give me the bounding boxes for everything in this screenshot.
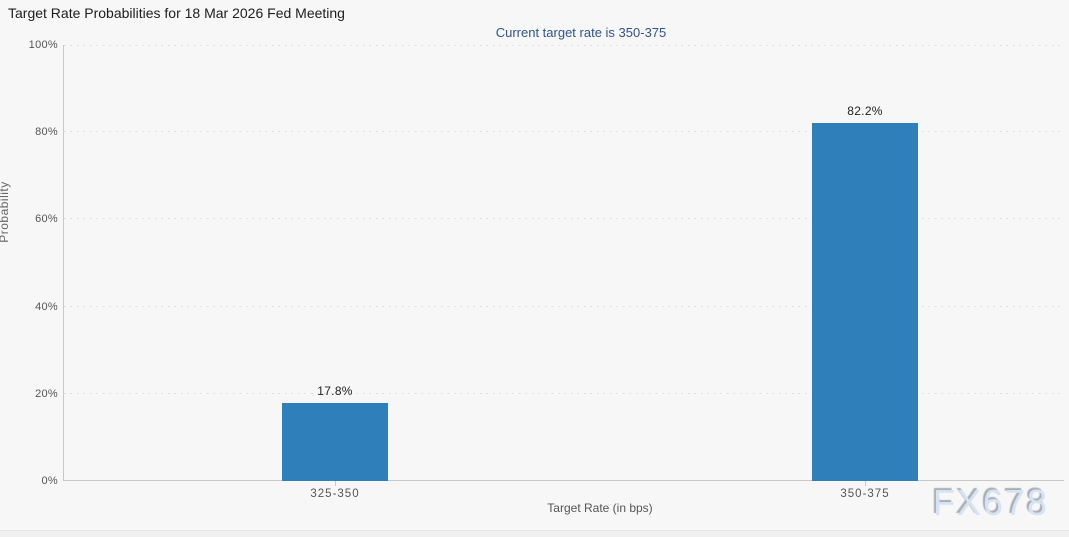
x-tick-325-350 [335,481,336,486]
watermark-fx678: FX678 [933,482,1050,523]
y-tick-label-60: 60% [35,213,58,226]
x-tick-label-325-350: 325-350 [310,488,360,500]
chart-title: Target Rate Probabilities for 18 Mar 202… [8,5,345,21]
gridline-80 [64,131,1064,133]
y-tick-label-40: 40% [35,300,58,313]
x-axis-title: Target Rate (in bps) [547,501,653,515]
y-tick-label-0: 0% [41,475,58,487]
gridline-20 [64,392,1064,394]
y-tick-label-80: 80% [35,126,58,139]
bar-325-350[interactable] [282,403,388,481]
footer-strip [0,530,1069,537]
gridline-40 [64,305,1064,307]
x-tick-label-350-375: 350-375 [840,488,890,500]
plot-area [63,45,1064,481]
gridline-100 [64,45,1064,46]
y-tick-label-100: 100% [28,39,58,51]
bar-350-375[interactable] [812,122,918,481]
y-tick-label-20: 20% [35,387,58,400]
bar-value-label-350-375: 82.2% [847,103,883,118]
bar-value-label-325-350: 17.8% [317,384,353,399]
gridline-60 [64,218,1064,220]
x-tick-350-375 [865,481,866,486]
y-axis-title: Probability [0,181,11,243]
chart-subtitle: Current target rate is 350-375 [495,25,667,40]
